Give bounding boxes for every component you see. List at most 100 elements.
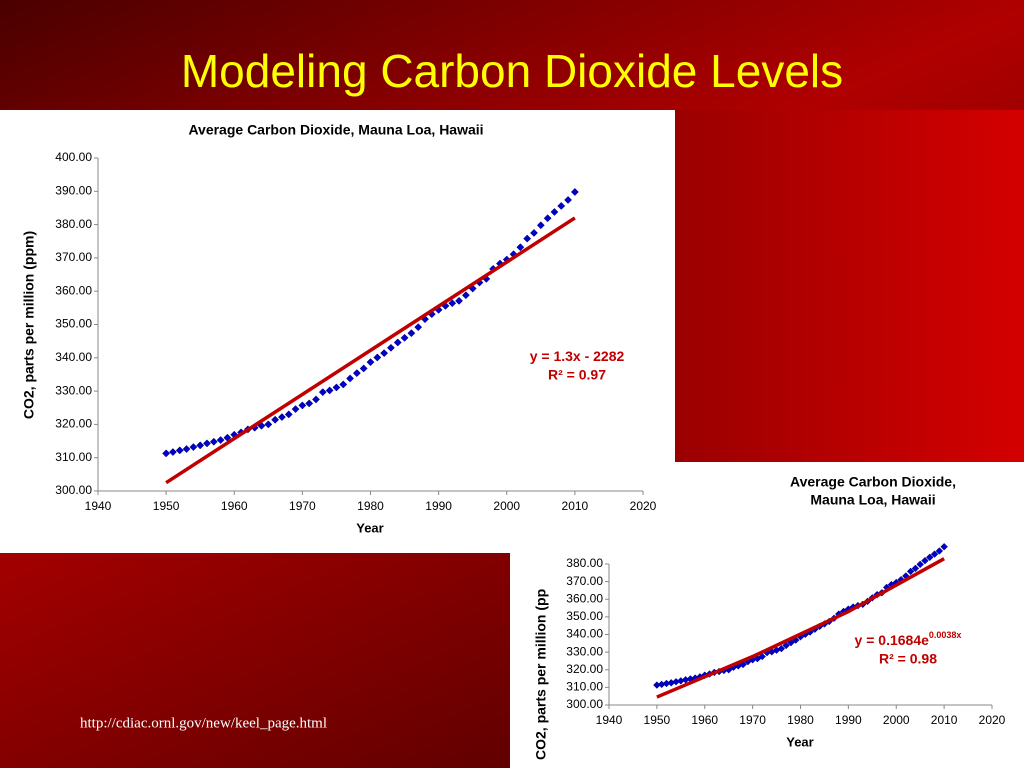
y-tick-label: 340.00 [55, 350, 92, 364]
x-tick-label: 1990 [425, 499, 452, 513]
data-point [291, 405, 300, 414]
x-tick-label: 1950 [644, 713, 671, 727]
data-point [264, 420, 273, 429]
data-point [543, 214, 552, 223]
x-tick-label: 1970 [739, 713, 766, 727]
data-point [758, 652, 766, 661]
data-point [414, 323, 423, 332]
data-point [189, 443, 198, 451]
y-tick-label: 330.00 [566, 644, 603, 658]
x-tick-label: 2010 [562, 499, 589, 513]
equation-text: y = 1.3x - 2282 [530, 348, 625, 364]
x-tick-label: 1980 [357, 499, 384, 513]
x-tick-label: 2000 [883, 713, 910, 727]
y-axis-label: CO2, parts per million (pp [533, 589, 549, 760]
y-tick-label: 330.00 [55, 383, 92, 397]
data-point [906, 567, 915, 576]
data-point [570, 188, 579, 196]
data-point [530, 228, 538, 237]
y-tick-label: 390.00 [55, 183, 92, 197]
data-point [346, 374, 355, 383]
trendline [165, 216, 576, 485]
data-point [911, 564, 920, 573]
y-axis-label: CO2, parts per million (ppm) [21, 231, 37, 419]
data-point [940, 542, 948, 551]
data-point [536, 221, 545, 230]
data-point [407, 329, 416, 338]
equation-exponent: 0.0038x [929, 630, 962, 640]
x-tick-label: 1970 [289, 499, 316, 513]
data-point [448, 299, 457, 308]
r-squared: R² = 0.98 [879, 651, 937, 667]
data-point [175, 446, 184, 455]
data-point [930, 550, 939, 558]
y-tick-label: 360.00 [566, 591, 603, 605]
x-tick-label: 1980 [787, 713, 814, 727]
data-point [557, 201, 566, 210]
slide-title: Modeling Carbon Dioxide Levels [181, 45, 843, 97]
data-point [284, 410, 293, 419]
data-point [271, 415, 280, 424]
y-tick-label: 360.00 [55, 283, 92, 297]
data-point [782, 641, 790, 650]
trend-equation: y = 1.3x - 2282 [530, 348, 625, 364]
data-point [168, 448, 177, 456]
data-point [196, 441, 205, 450]
data-point [209, 437, 218, 446]
y-tick-label: 350.00 [55, 317, 92, 331]
data-point [564, 196, 573, 204]
equation-text: y = 0.1684e [855, 632, 930, 648]
x-axis-label: Year [356, 520, 383, 535]
data-point [400, 333, 409, 342]
data-point [359, 364, 368, 373]
data-point [516, 243, 525, 252]
y-tick-label: 310.00 [55, 450, 92, 464]
data-point [298, 401, 307, 410]
background-panel [675, 110, 1024, 462]
trendline [656, 557, 945, 699]
trend-equation: y = 0.1684e0.0038x [855, 630, 962, 647]
data-point [162, 449, 171, 458]
data-point [777, 644, 786, 653]
data-point [373, 353, 382, 362]
data-point [393, 338, 402, 347]
y-tick-label: 300.00 [566, 697, 603, 711]
x-tick-label: 1960 [221, 499, 248, 513]
x-tick-label: 2020 [979, 713, 1006, 727]
data-point [312, 395, 320, 404]
data-point [550, 207, 559, 216]
y-tick-label: 380.00 [55, 217, 92, 231]
y-tick-label: 380.00 [566, 556, 603, 570]
y-tick-label: 320.00 [55, 417, 92, 431]
data-point [216, 436, 225, 445]
data-point [332, 383, 341, 392]
y-tick-label: 300.00 [55, 483, 92, 497]
y-tick-label: 350.00 [566, 609, 603, 623]
data-point [461, 291, 470, 300]
r-squared: R² = 0.97 [548, 367, 606, 383]
data-point [386, 343, 395, 352]
data-point [318, 388, 327, 397]
data-point [203, 439, 211, 448]
data-point [935, 547, 944, 555]
x-tick-label: 2020 [630, 499, 657, 513]
x-tick-label: 1960 [691, 713, 718, 727]
data-point [325, 386, 334, 395]
data-point [305, 399, 314, 408]
x-tick-label: 1990 [835, 713, 862, 727]
chart-title: Average Carbon Dioxide, Mauna Loa, Hawai… [188, 122, 483, 138]
chart-title: Average Carbon Dioxide, [790, 474, 956, 490]
data-point [926, 553, 934, 562]
data-point [277, 413, 286, 422]
source-link: http://cdiac.ornl.gov/new/keel_page.html [80, 715, 327, 731]
chart-title: Mauna Loa, Hawaii [810, 492, 935, 508]
x-tick-label: 2000 [493, 499, 520, 513]
x-axis-label: Year [786, 734, 813, 749]
x-tick-label: 1940 [596, 713, 623, 727]
chart-panel [510, 462, 1024, 768]
y-tick-label: 400.00 [55, 150, 92, 164]
data-point [182, 445, 191, 453]
data-point [523, 234, 532, 243]
x-tick-label: 1950 [153, 499, 180, 513]
